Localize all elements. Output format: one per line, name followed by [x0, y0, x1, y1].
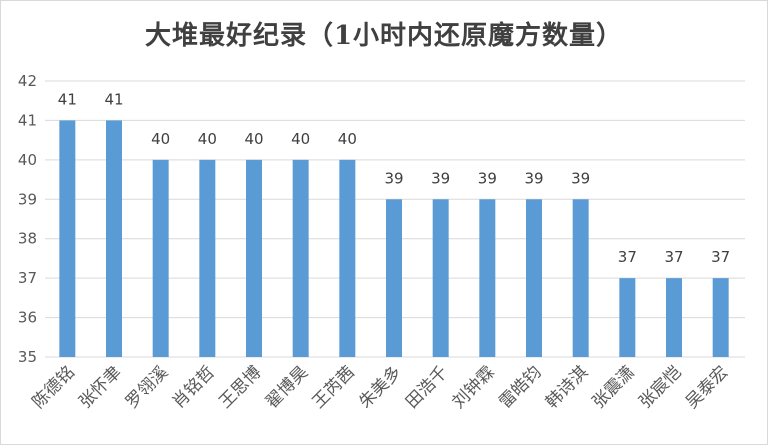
category-label: 朱美多 [355, 362, 405, 412]
category-label: 张怀聿 [75, 362, 125, 412]
data-label: 37 [618, 248, 637, 266]
data-label: 39 [431, 169, 450, 187]
category-labels: 陈德铭张怀聿罗翎溪肖铭哲王思博翟博昊王芮茜朱美多田浩千刘钟霖雷皓钧韩诗淇张震潇张… [29, 362, 733, 412]
bar [386, 199, 402, 357]
data-labels: 41 41 40 40 40 40 40 39 39 39 39 39 37 37 37 [58, 90, 730, 266]
category-label: 陈德铭 [29, 362, 79, 412]
bar [619, 278, 636, 357]
y-axis-ticks: 35 36 37 38 39 40 41 42 [18, 72, 37, 366]
data-label: 40 [291, 130, 310, 148]
chart-title: 大堆最好纪录（1小时内还原魔方数量） [144, 21, 624, 51]
y-tick-label: 35 [18, 348, 37, 366]
bar [572, 199, 589, 357]
category-label: 翟博昊 [262, 362, 312, 412]
category-label: 王芮茜 [309, 362, 359, 412]
bar [526, 199, 542, 357]
data-label: 40 [338, 130, 357, 148]
bar [479, 199, 496, 357]
bar [666, 278, 682, 357]
data-label: 39 [571, 169, 590, 187]
bar [432, 199, 449, 357]
bars [59, 120, 729, 357]
bar [199, 159, 216, 357]
y-tick-label: 38 [18, 230, 37, 248]
bar [339, 159, 356, 357]
bar [106, 120, 122, 357]
bar [59, 120, 76, 357]
bar [152, 159, 169, 357]
category-label: 张宸恺 [635, 362, 685, 412]
y-tick-label: 41 [18, 111, 37, 129]
data-label: 40 [244, 130, 263, 148]
bar [292, 159, 309, 357]
category-label: 王思博 [215, 362, 265, 412]
y-tick-label: 37 [18, 269, 37, 287]
data-label: 41 [104, 90, 123, 108]
bar [246, 159, 262, 357]
category-label: 雷皓钧 [495, 362, 545, 412]
category-label: 肖铭哲 [169, 362, 219, 412]
data-label: 39 [524, 169, 543, 187]
bar [712, 278, 729, 357]
y-tick-label: 36 [18, 309, 37, 327]
data-label: 40 [151, 130, 170, 148]
category-label: 罗翎溪 [122, 362, 172, 412]
data-label: 37 [711, 248, 730, 266]
y-tick-label: 40 [18, 151, 37, 169]
category-label: 吴泰宏 [682, 362, 732, 412]
data-label: 39 [384, 169, 403, 187]
category-label: 刘钟霖 [449, 362, 499, 412]
data-label: 41 [58, 90, 77, 108]
data-label: 37 [664, 248, 683, 266]
category-label: 田浩千 [402, 362, 452, 412]
y-tick-label: 39 [18, 190, 37, 208]
data-label: 39 [478, 169, 497, 187]
category-label: 张震潇 [589, 362, 639, 412]
data-label: 40 [198, 130, 217, 148]
y-tick-label: 42 [18, 72, 37, 90]
category-label: 韩诗淇 [542, 362, 592, 412]
